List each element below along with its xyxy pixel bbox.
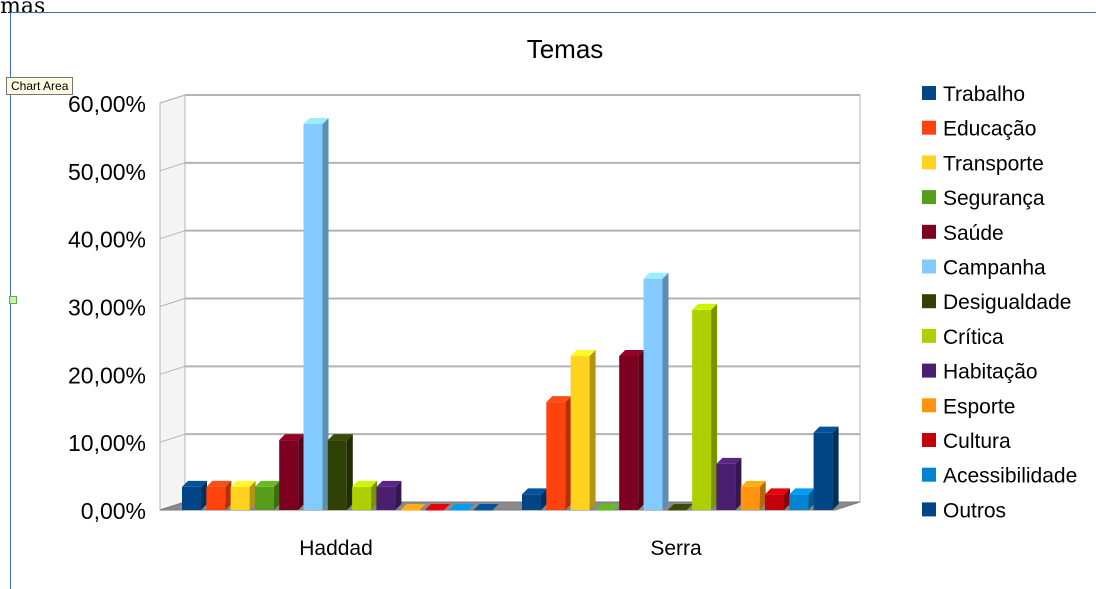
y-axis: 0,00% 10,00% 20,00% 30,00% 40,00% 50,00% 60,00… <box>68 91 860 524</box>
gridline-side <box>159 162 186 172</box>
bar-esporte-haddad <box>400 504 426 511</box>
legend-label: Educação <box>943 118 1036 141</box>
legend-swatch <box>922 398 936 413</box>
bar-segurança-serra <box>594 504 620 511</box>
bar-habitação-serra <box>716 457 742 510</box>
bar-transporte-haddad <box>230 480 256 510</box>
gridline-side <box>159 433 186 443</box>
legend-item: Segurança <box>922 187 1045 210</box>
gridline-side <box>159 94 186 104</box>
legend-swatch <box>922 363 936 378</box>
bar-habitação-haddad <box>376 480 402 510</box>
legend-item: Desigualdade <box>922 291 1071 314</box>
legend-item: Outros <box>922 499 1006 522</box>
legend-swatch <box>922 294 936 309</box>
bar-campanha-serra <box>643 272 669 510</box>
chart-title: Temas <box>527 34 604 64</box>
y-tick-label: 30,00% <box>68 295 146 321</box>
resize-handle[interactable] <box>9 296 17 304</box>
legend-item: Habitação <box>922 361 1038 384</box>
legend-item: Saúde <box>922 222 1004 245</box>
bar-crítica-haddad <box>352 480 378 510</box>
y-tick-label: 20,00% <box>68 362 146 388</box>
legend-item: Educação <box>922 118 1036 141</box>
legend-swatch <box>922 467 936 482</box>
gridline-side <box>159 298 186 307</box>
legend-swatch <box>922 190 936 205</box>
legend-label: Esporte <box>943 395 1015 418</box>
bar-outros-serra <box>813 426 839 510</box>
gridline-side <box>159 230 186 240</box>
legend-swatch <box>922 433 936 447</box>
legend-label: Desigualdade <box>943 291 1071 314</box>
legend-item: Esporte <box>922 395 1015 418</box>
bar-acessibilidade-serra <box>789 488 815 510</box>
legend-label: Campanha <box>943 257 1046 280</box>
bar-transporte-serra <box>570 350 596 510</box>
legend-label: Saúde <box>943 222 1004 245</box>
bar-saúde-haddad <box>279 434 305 510</box>
legend-swatch <box>922 502 936 517</box>
bar-crítica-serra <box>692 303 718 510</box>
gridline-side <box>159 365 186 375</box>
legend-swatch <box>922 155 936 170</box>
bar-desigualdade-haddad <box>327 434 353 510</box>
legend-swatch <box>922 120 936 135</box>
bar-campanha-haddad <box>303 118 329 511</box>
legend-label: Outros <box>943 499 1006 522</box>
legend-swatch <box>922 259 936 274</box>
bar-cultura-serra <box>765 488 790 510</box>
legend-item: Trabalho <box>922 83 1025 106</box>
legend-item: Transporte <box>922 152 1044 175</box>
legend: Trabalho Educação Transporte Segurança Saúde… <box>922 83 1077 522</box>
legend-label: Trabalho <box>943 83 1025 106</box>
y-tick-label: 50,00% <box>68 159 146 185</box>
cell-text: mas <box>0 0 46 19</box>
legend-item: Crítica <box>922 326 1004 349</box>
legend-label: Habitação <box>943 361 1038 384</box>
legend-swatch <box>922 86 936 100</box>
legend-label: Segurança <box>943 187 1045 210</box>
chart-frame-top-edge <box>10 12 1096 13</box>
bar-segurança-haddad <box>254 480 280 510</box>
bar-educação-haddad <box>206 480 232 510</box>
legend-swatch <box>922 224 936 239</box>
legend-swatch <box>922 328 936 343</box>
bar-educação-serra <box>546 396 572 510</box>
bars <box>182 118 839 511</box>
bar-saúde-serra <box>619 350 645 510</box>
bar-esporte-serra <box>740 480 766 510</box>
plot-walls <box>159 94 861 511</box>
y-tick-label: 0,00% <box>81 498 146 524</box>
legend-item: Campanha <box>922 257 1046 280</box>
y-tick-label: 40,00% <box>68 227 146 253</box>
legend-label: Crítica <box>943 326 1004 349</box>
bar-desigualdade-serra <box>667 504 693 511</box>
legend-label: Transporte <box>943 152 1044 175</box>
bar-acessibilidade-haddad <box>449 504 475 511</box>
x-tick-label: Haddad <box>299 537 373 560</box>
legend-label: Acessibilidade <box>943 465 1077 488</box>
x-tick-label: Serra <box>650 537 702 560</box>
bar-trabalho-haddad <box>182 480 207 510</box>
y-tick-label: 60,00% <box>68 91 146 117</box>
tooltip: Chart Area <box>6 77 74 95</box>
bar-trabalho-serra <box>522 488 547 510</box>
bar-cultura-haddad <box>425 504 450 511</box>
legend-item: Cultura <box>922 430 1011 453</box>
x-axis: Haddad Serra <box>299 537 702 560</box>
bar-outros-haddad <box>473 504 499 511</box>
legend-item: Acessibilidade <box>922 465 1077 488</box>
legend-label: Cultura <box>943 430 1011 453</box>
y-tick-label: 10,00% <box>68 430 146 456</box>
